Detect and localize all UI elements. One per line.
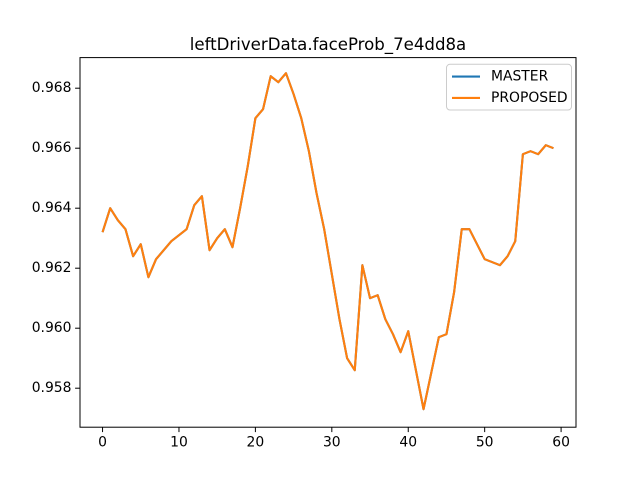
legend-label-proposed: PROPOSED <box>491 90 568 106</box>
y-tick-label: 0.962 <box>32 260 72 276</box>
plot-lines <box>101 72 554 411</box>
x-tick-label: 60 <box>552 435 570 451</box>
x-tick-label: 40 <box>399 435 417 451</box>
legend-label-master: MASTER <box>491 69 549 85</box>
y-tick-label: 0.968 <box>32 80 72 96</box>
plot-area-border <box>79 57 577 428</box>
y-tick-label: 0.958 <box>32 380 72 396</box>
x-tick-label: 10 <box>170 435 188 451</box>
x-tick-label: 50 <box>476 435 494 451</box>
y-tick-label: 0.960 <box>32 320 72 336</box>
x-axis-ticks: 0 10 20 30 40 50 60 <box>98 427 570 451</box>
y-axis-ticks: 0.958 0.960 0.962 0.964 0.966 0.968 <box>32 80 80 396</box>
legend: MASTER PROPOSED <box>446 63 572 111</box>
y-tick-label: 0.966 <box>32 140 72 156</box>
x-tick-label: 30 <box>323 435 341 451</box>
x-tick-label: 0 <box>98 435 107 451</box>
chart-title: leftDriverData.faceProb_7e4dd8a <box>190 35 466 55</box>
y-tick-label: 0.964 <box>32 200 72 216</box>
x-tick-label: 20 <box>247 435 265 451</box>
series-line-proposed <box>101 72 554 411</box>
